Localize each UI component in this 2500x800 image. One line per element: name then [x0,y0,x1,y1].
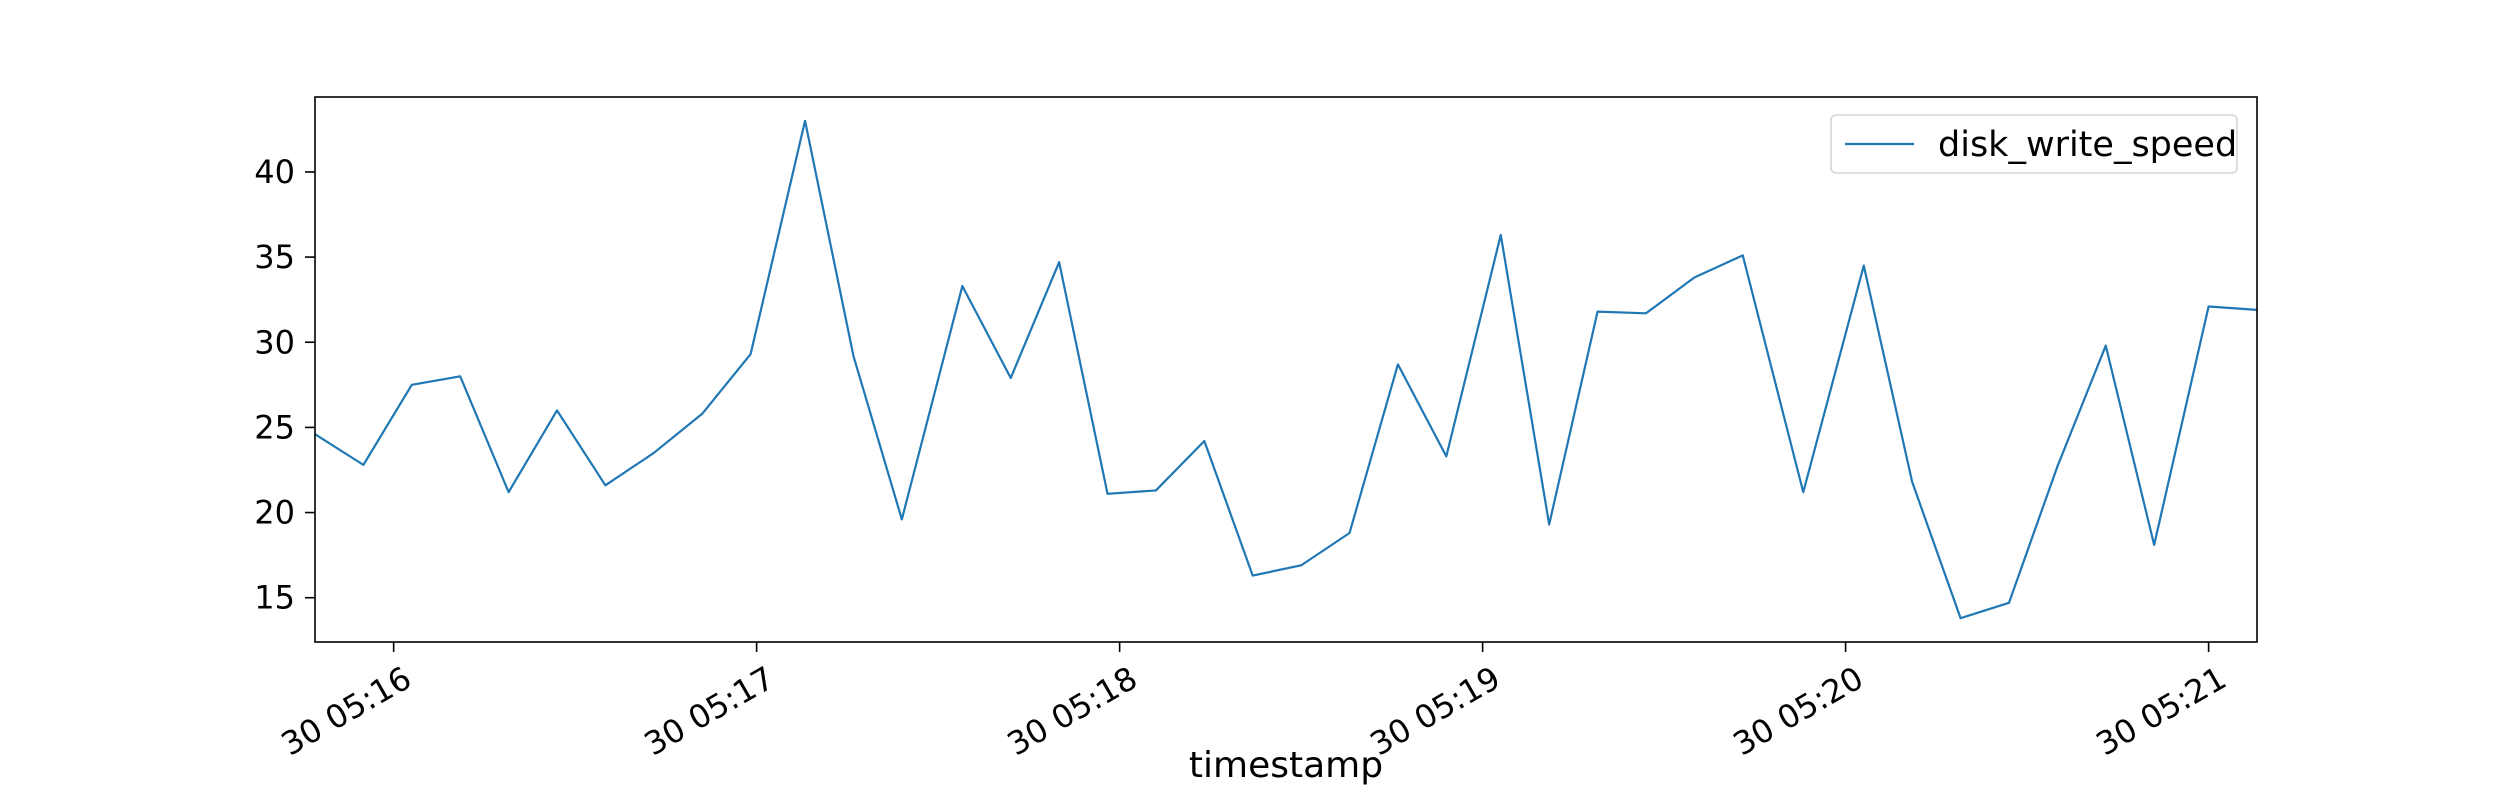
legend-box [1830,114,2238,174]
series-line-disk_write_speed [314,119,2258,620]
legend: disk_write_speed [1830,114,2238,174]
x-tick-label: 30 05:21 [2090,659,2233,763]
y-tick-label: 30 [254,323,295,361]
y-tick-label: 15 [254,579,295,617]
y-tick-label: 20 [254,494,295,532]
legend-label: disk_write_speed [1938,125,2237,165]
x-tick-label: 30 05:19 [1364,659,1507,763]
x-tick-label: 30 05:20 [1727,659,1870,763]
x-tick-label: 30 05:17 [638,659,781,763]
plot-frame [314,96,2258,643]
y-tick-label: 25 [254,408,295,446]
x-tick-label: 30 05:16 [275,659,418,763]
y-tick-label: 35 [254,238,295,276]
y-axis: 15 20 25 30 35 40 [254,153,315,617]
x-tick-label: 30 05:18 [1001,659,1144,763]
y-tick-label: 40 [254,153,295,191]
plot-area [314,119,2258,620]
x-axis-label: timestamp [1189,745,1383,786]
